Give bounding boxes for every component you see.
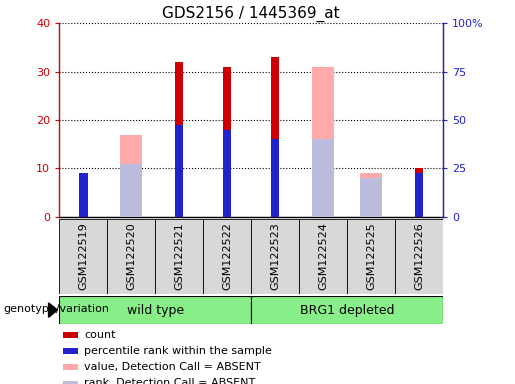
Bar [271, 57, 279, 217]
Bar [251, 219, 299, 294]
Bar [79, 173, 88, 217]
Text: value, Detection Call = ABSENT: value, Detection Call = ABSENT [84, 362, 261, 372]
Bar [223, 130, 231, 217]
Text: GSM122521: GSM122521 [174, 222, 184, 290]
Bar [63, 332, 78, 338]
Text: GSM122526: GSM122526 [414, 222, 424, 290]
Text: GSM122523: GSM122523 [270, 222, 280, 290]
Text: BRG1 depleted: BRG1 depleted [300, 304, 394, 316]
Bar [175, 62, 183, 217]
Text: wild type: wild type [127, 304, 184, 316]
Bar [63, 348, 78, 354]
Text: count: count [84, 330, 116, 340]
Bar [79, 173, 88, 217]
Bar [63, 381, 78, 384]
Bar [299, 219, 347, 294]
Bar [251, 296, 443, 324]
Bar [415, 169, 423, 217]
Polygon shape [48, 303, 58, 317]
Bar [175, 125, 183, 217]
Title: GDS2156 / 1445369_at: GDS2156 / 1445369_at [162, 5, 340, 22]
Bar [271, 139, 279, 217]
Bar [59, 296, 251, 324]
Text: GSM122519: GSM122519 [78, 222, 88, 290]
Text: GSM122522: GSM122522 [222, 222, 232, 290]
Bar [360, 178, 382, 217]
Text: GSM122525: GSM122525 [366, 222, 376, 290]
Bar [121, 134, 142, 217]
Bar [312, 67, 334, 217]
Bar [121, 164, 142, 217]
Text: rank, Detection Call = ABSENT: rank, Detection Call = ABSENT [84, 378, 255, 384]
Bar [347, 219, 395, 294]
Bar [155, 219, 203, 294]
Bar [360, 173, 382, 217]
Bar [312, 139, 334, 217]
Text: GSM122524: GSM122524 [318, 222, 328, 290]
Bar [107, 219, 155, 294]
Bar [223, 67, 231, 217]
Bar [395, 219, 443, 294]
Text: GSM122520: GSM122520 [126, 222, 136, 290]
Bar [63, 364, 78, 370]
Text: genotype/variation: genotype/variation [3, 304, 109, 314]
Text: percentile rank within the sample: percentile rank within the sample [84, 346, 272, 356]
Bar [203, 219, 251, 294]
Bar [415, 173, 423, 217]
Bar [59, 219, 107, 294]
